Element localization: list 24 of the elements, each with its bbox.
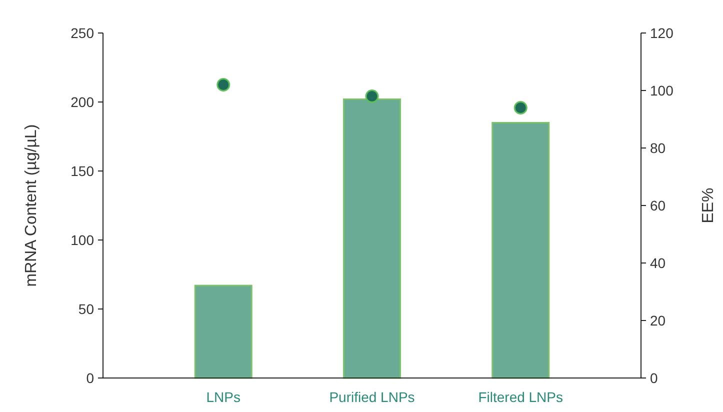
y2-axis-title: EE% <box>700 188 717 224</box>
x-tick-label: LNPs <box>206 389 240 405</box>
point <box>216 78 230 92</box>
y2-tick-label: 0 <box>650 370 658 386</box>
y2-tick-label: 80 <box>650 140 666 156</box>
y2-tick-label: 20 <box>650 312 666 328</box>
y-axis-title: mRNA Content (µg/µL) <box>23 124 40 287</box>
y-tick-label: 150 <box>70 162 94 179</box>
y2-tick-label: 100 <box>650 82 674 98</box>
point <box>365 90 379 103</box>
y-tick-label: 50 <box>78 300 94 317</box>
x-tick-label: Purified LNPs <box>329 389 415 405</box>
y-tick-label: 100 <box>70 232 94 248</box>
y2-tick-label: 120 <box>650 24 674 41</box>
bar <box>194 284 252 379</box>
y2-tick-label: 40 <box>650 254 666 271</box>
bar <box>492 122 550 379</box>
y-tick-label: 250 <box>70 24 94 41</box>
point <box>514 101 528 114</box>
y-tick-label: 200 <box>70 94 94 110</box>
x-tick-label: Filtered LNPs <box>478 389 564 405</box>
y-tick-label: 0 <box>86 370 94 386</box>
bar <box>343 98 401 379</box>
y2-tick-label: 60 <box>650 197 666 214</box>
